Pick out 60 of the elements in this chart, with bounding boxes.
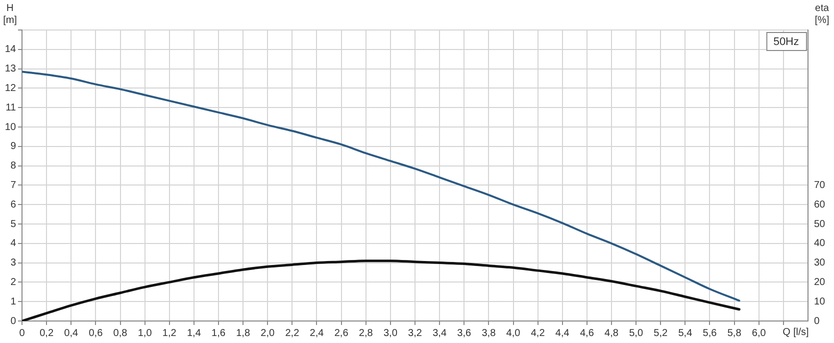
x-tick-label: 2,2 — [285, 328, 300, 339]
y-tick-label: 11 — [6, 102, 16, 114]
x-tick-label: 3,8 — [482, 328, 496, 339]
x-tick-label: 5,2 — [654, 328, 668, 339]
x-tick-label: 3,6 — [457, 328, 472, 339]
y-tick-label: 9 — [10, 141, 16, 152]
x-tick-label: 3,2 — [408, 328, 422, 339]
y2-tick-label: 60 — [814, 199, 826, 210]
x-tick-label: 0,8 — [113, 328, 128, 339]
x-tick-label: 4,6 — [580, 328, 594, 339]
y2-tick-label: 50 — [814, 218, 826, 230]
x-tick-label: 1,0 — [138, 328, 152, 339]
x-tick-label: 4,0 — [506, 328, 521, 339]
y2-tick-label: 70 — [814, 180, 826, 191]
x-tick-label: 1,8 — [236, 328, 250, 339]
x-tick-label: 5,6 — [702, 328, 718, 339]
y-tick-label: 14 — [4, 44, 16, 56]
y-tick-label: 12 — [4, 82, 16, 94]
x-tick-label: 1,2 — [162, 328, 177, 339]
y-tick-label: 8 — [10, 160, 16, 172]
y-tick-label: 6 — [10, 199, 16, 210]
x-tick-label: 5,0 — [629, 328, 644, 339]
y-tick-label: 0 — [10, 316, 16, 327]
x-tick-label: 4,4 — [555, 328, 570, 339]
line-series — [22, 70, 740, 302]
x-tick-label: 1,4 — [186, 328, 202, 339]
line-series — [22, 260, 740, 321]
y-tick-label: 7 — [10, 180, 16, 191]
y-axis-title: H [m] — [3, 2, 18, 26]
y-tick-label: 13 — [4, 64, 16, 75]
x-tick-label: 3,4 — [432, 328, 447, 339]
y-tick-label: 4 — [10, 238, 16, 250]
y2-axis-title: eta [%] — [814, 2, 830, 26]
x-tick-label: 2,4 — [310, 328, 324, 339]
x-tick-label: 0,2 — [40, 328, 54, 339]
annotation: 50Hz — [773, 36, 800, 48]
x-tick-label: 0,6 — [88, 328, 104, 339]
y-tick-label: 3 — [10, 258, 16, 269]
x-tick-label: 0 — [19, 328, 26, 339]
x-tick-label: 2,6 — [334, 328, 349, 339]
x-tick-label: 6,0 — [752, 328, 766, 339]
x-tick-label: 4,8 — [604, 328, 619, 339]
y-tick-label: 1 — [10, 296, 16, 308]
x-tick-label: 4,2 — [530, 328, 546, 339]
y2-tick-label: 10 — [814, 296, 826, 308]
x-tick-label: 3,0 — [383, 328, 398, 339]
x-tick-label: 0,4 — [64, 328, 79, 339]
x-axis-title: Q [l/s] — [782, 326, 809, 338]
y2-tick-label: 20 — [814, 276, 826, 288]
y-tick-label: 5 — [10, 218, 16, 230]
y-tick-label: 10 — [4, 122, 16, 133]
y2-tick-label: 0 — [814, 316, 820, 327]
x-tick-label: 5,4 — [678, 328, 693, 339]
y2-tick-label: 30 — [814, 258, 826, 269]
x-tick-label: 2,0 — [260, 328, 276, 339]
y2-tick-label: 40 — [814, 238, 826, 250]
x-tick-label: 2,8 — [358, 328, 374, 339]
x-tick-label: 1,6 — [212, 328, 226, 339]
x-tick-label: 5,8 — [727, 328, 742, 339]
y-tick-label: 2 — [10, 276, 16, 288]
